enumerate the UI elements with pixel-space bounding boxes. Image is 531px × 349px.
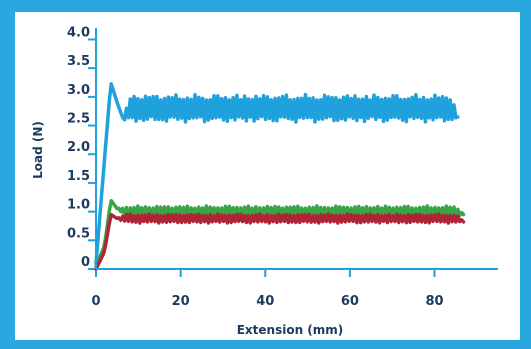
y-tick-label: 3.5 — [67, 54, 90, 69]
y-tick-label: 1.0 — [67, 198, 90, 213]
x-axis-label: Extension (mm) — [237, 323, 344, 337]
series-line-3 — [94, 212, 466, 271]
y-tick-label: 2.5 — [67, 112, 90, 127]
y-axis-label: Load (N) — [31, 121, 45, 179]
chart-background — [15, 12, 520, 340]
x-axis-ticks: 0 20 40 60 80 — [91, 269, 444, 309]
y-axis-ticks: 0 0.5 1.0 1.5 2.0 2.5 3.0 3.5 4.0 — [67, 25, 96, 270]
y-tick-label: 0 — [81, 255, 90, 270]
x-tick-label: 60 — [341, 294, 359, 309]
x-tick-label: 80 — [425, 294, 443, 309]
y-tick-label: 1.5 — [67, 169, 90, 184]
x-tick-label: 0 — [91, 294, 100, 309]
series-line-2 — [94, 198, 466, 268]
y-tick-label: 4.0 — [67, 25, 90, 40]
x-tick-label: 40 — [256, 294, 274, 309]
y-tick-label: 2.0 — [67, 140, 90, 155]
x-tick-label: 20 — [172, 294, 190, 309]
y-tick-label: 0.5 — [67, 226, 90, 241]
series-layer — [94, 82, 466, 271]
y-tick-label: 3.0 — [67, 83, 90, 98]
series-line-1 — [94, 82, 460, 266]
